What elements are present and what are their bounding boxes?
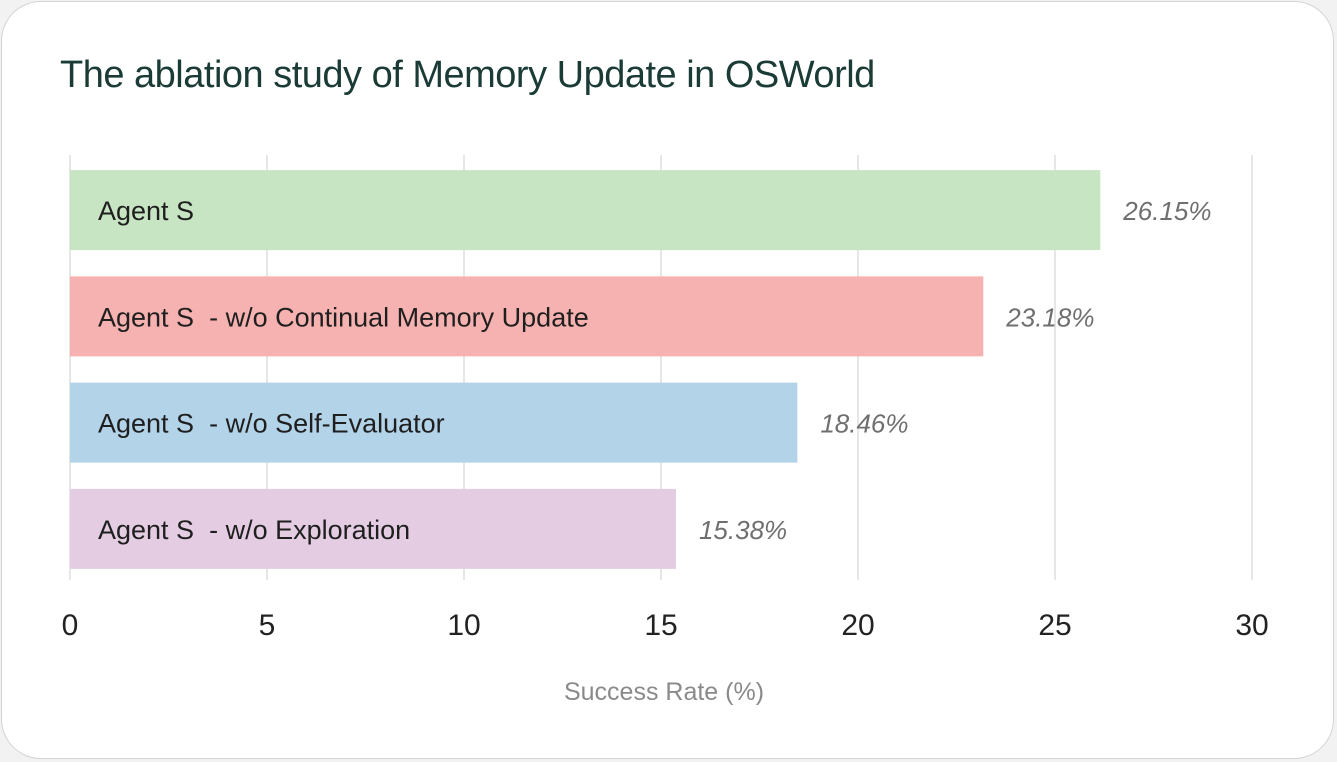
bar-group: Agent S - w/o Continual Memory Update 23.… (70, 276, 1094, 357)
bar-value-label: 26.15% (1122, 196, 1211, 226)
x-tick-label: 25 (1038, 609, 1071, 642)
bar (70, 170, 1101, 251)
x-tick-label: 15 (644, 609, 677, 642)
chart-title: The ablation study of Memory Update in O… (60, 54, 875, 96)
x-tick-label: 0 (62, 609, 79, 642)
bar-category-label: Agent S - w/o Exploration (98, 515, 410, 545)
bar-group: Agent S - w/o Exploration 15.38% (70, 488, 787, 569)
bar-value-label: 18.46% (820, 409, 908, 439)
x-tick-label: 30 (1235, 609, 1268, 642)
bar-category-label: Agent S - w/o Self-Evaluator (98, 409, 445, 439)
bar (70, 488, 676, 569)
x-tick-label: 5 (259, 609, 276, 642)
x-tick-label: 10 (447, 609, 480, 642)
bar (70, 276, 984, 357)
bar (70, 382, 798, 463)
bar-value-label: 23.18% (1005, 302, 1094, 332)
bar-value-label: 15.38% (699, 515, 787, 545)
bar-group: Agent S 26.15% (70, 170, 1211, 251)
bar-group: Agent S - w/o Self-Evaluator 18.46% (70, 382, 909, 463)
x-axis-ticks: 0 5 10 15 20 25 30 (62, 609, 1269, 642)
x-axis-title: Success Rate (%) (564, 678, 764, 706)
x-tick-label: 20 (841, 609, 874, 642)
bar-category-label: Agent S - w/o Continual Memory Update (98, 302, 589, 332)
bars: Agent S 26.15% Agent S - w/o Continual Mem… (70, 170, 1211, 569)
bar-category-label: Agent S (98, 196, 194, 226)
